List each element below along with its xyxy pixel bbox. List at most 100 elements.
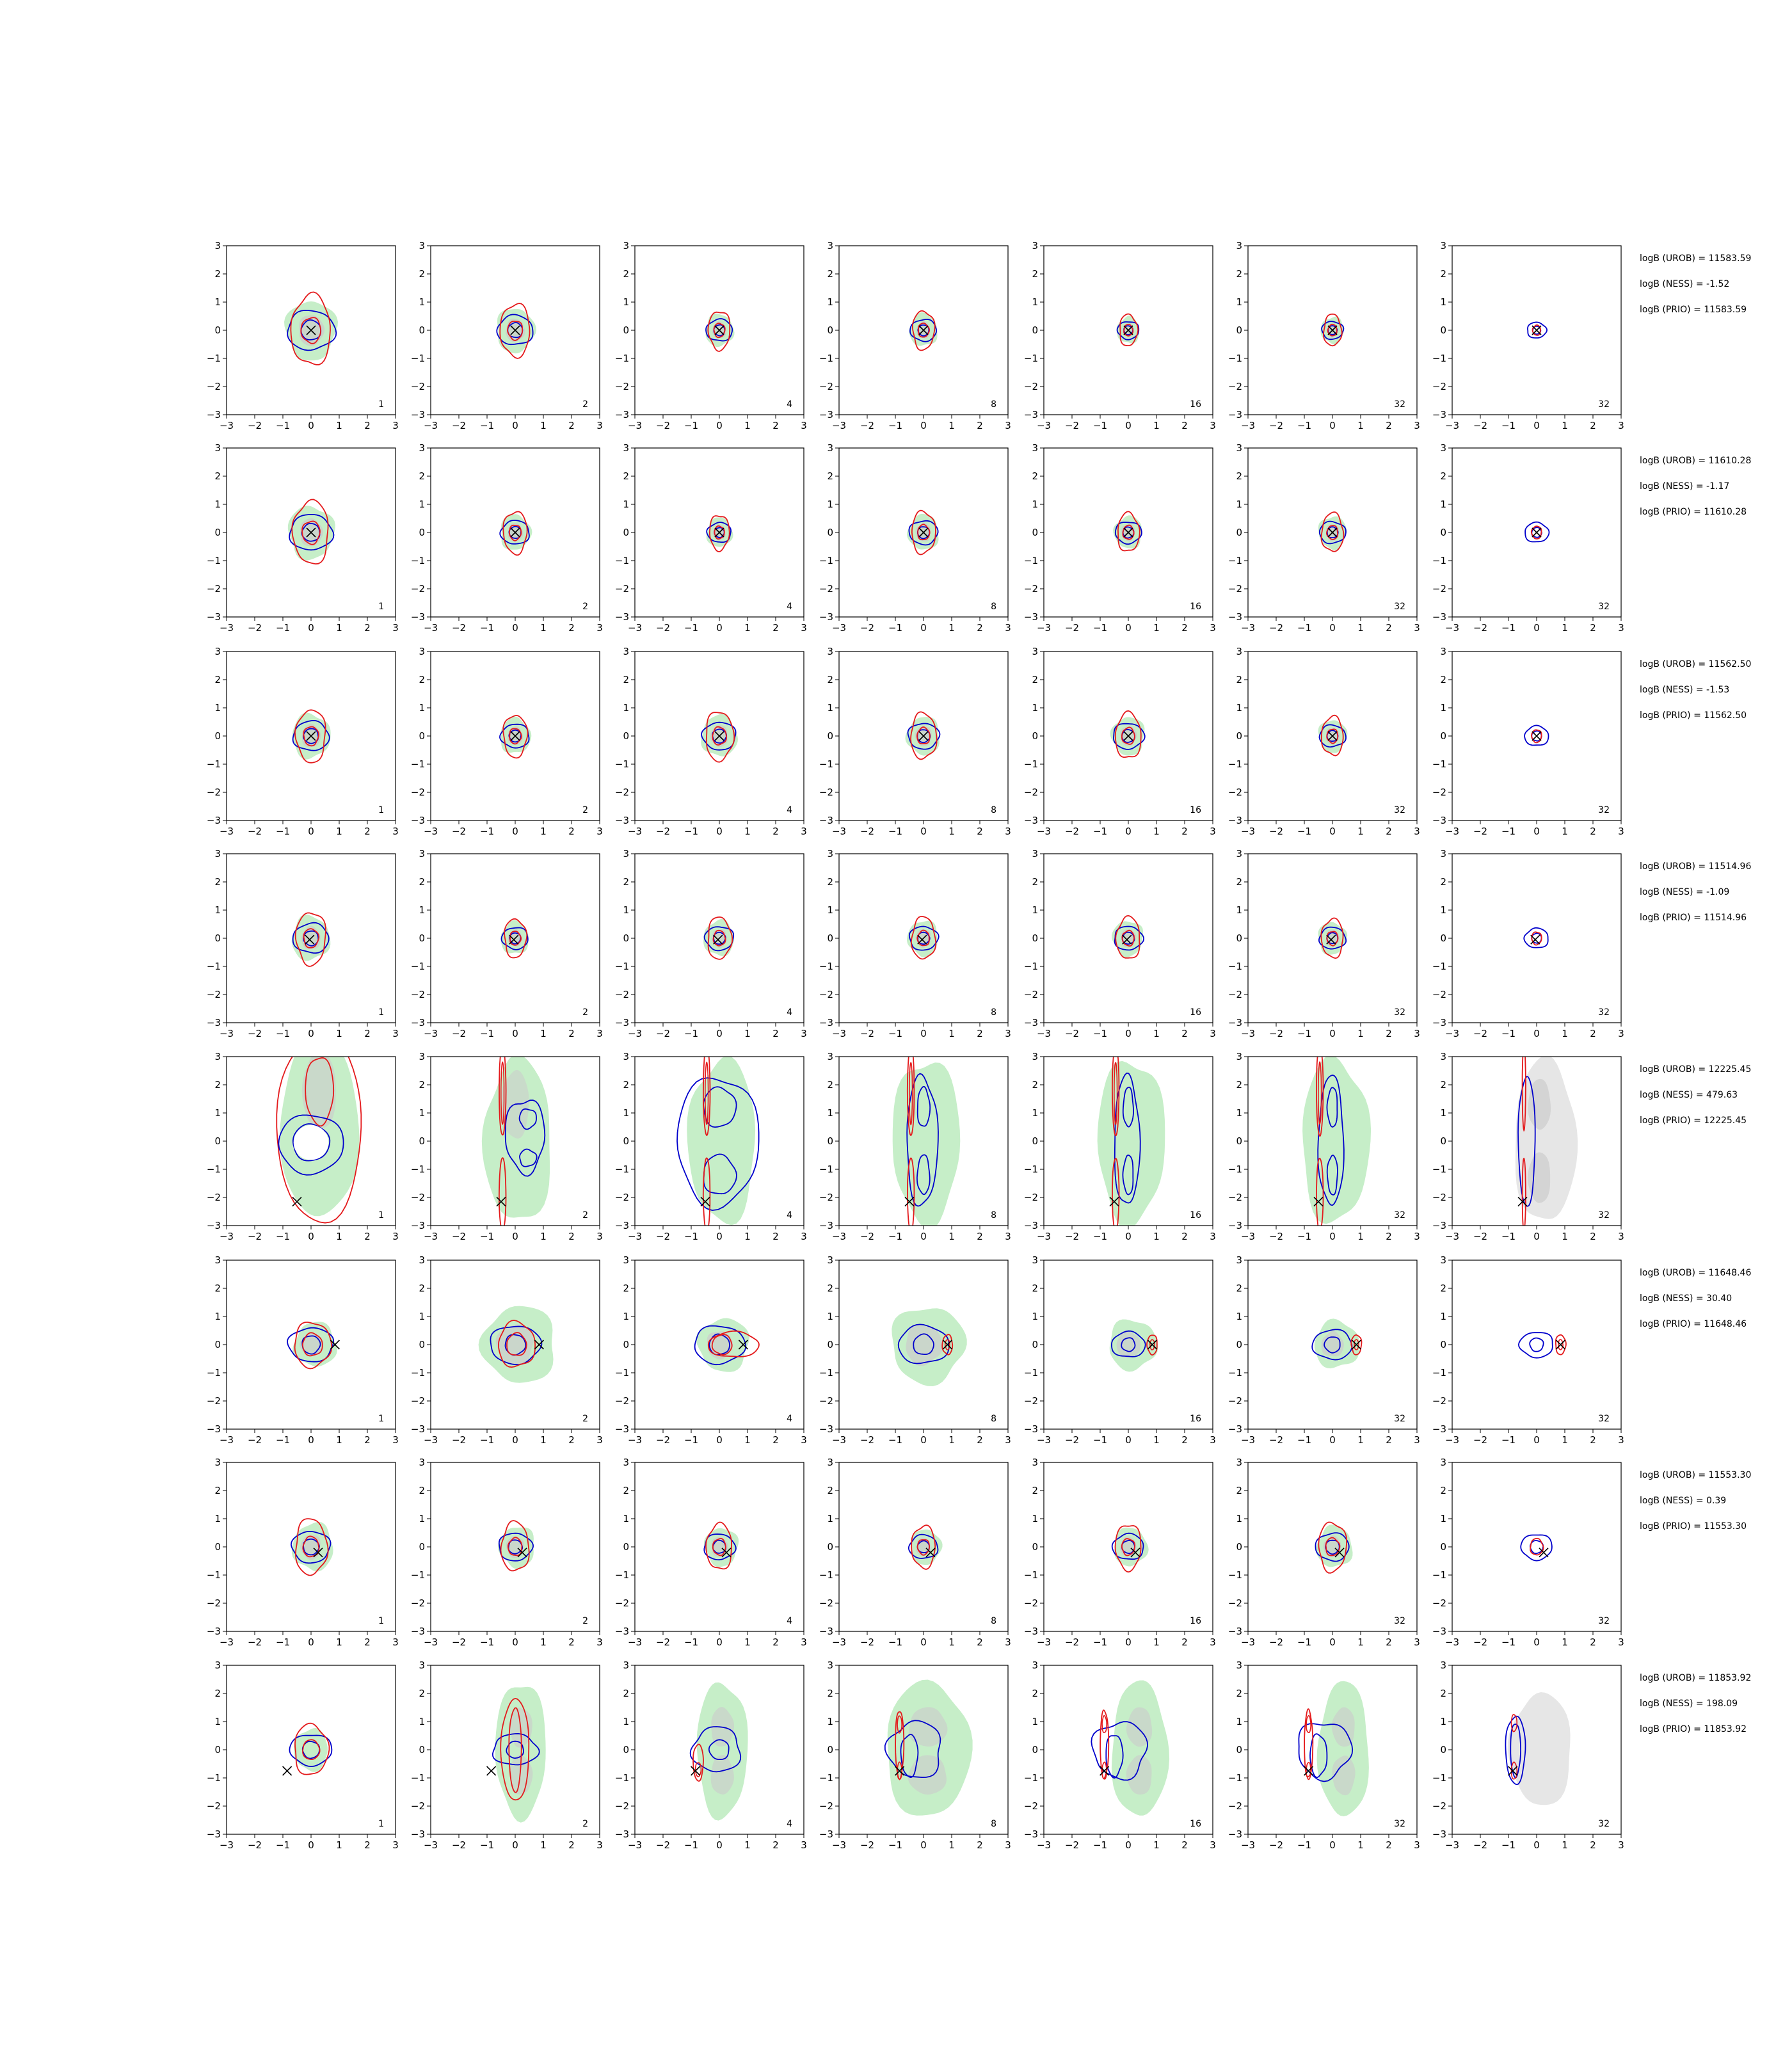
panel-r5-c7: −3−3 −2 −2 −1 −1 0 0 1 1 2 2 3 3 32 bbox=[1432, 1051, 1624, 1242]
y-tick-label: −3 bbox=[819, 1626, 833, 1637]
red-contour-inner bbox=[909, 1062, 913, 1126]
blue-contour-outer bbox=[499, 519, 530, 545]
blue-contour-outer bbox=[290, 1531, 332, 1564]
y-tick-label: −1 bbox=[411, 1367, 425, 1379]
x-tick-label: 3 bbox=[1618, 420, 1624, 431]
blue-contour-inner bbox=[916, 1154, 931, 1196]
panel-contours bbox=[499, 511, 532, 556]
y-tick-label: 2 bbox=[827, 1688, 833, 1699]
y-tick-label: 0 bbox=[1032, 324, 1038, 336]
x-tick-label: 3 bbox=[1210, 1636, 1216, 1648]
x-tick-label: −3 bbox=[832, 420, 846, 431]
blue-contour-inner bbox=[1105, 1735, 1124, 1779]
x-tick-label: 2 bbox=[568, 1636, 575, 1648]
panel-contours bbox=[884, 1679, 973, 1816]
x-tick-label: 3 bbox=[596, 1231, 603, 1242]
red-contour-inner bbox=[1306, 1715, 1312, 1734]
x-tick-label: 1 bbox=[1562, 1839, 1568, 1851]
true-value-marker bbox=[918, 731, 929, 741]
true-value-marker bbox=[1109, 1197, 1119, 1207]
panel-annotation: 32 bbox=[1598, 1616, 1610, 1626]
y-tick-label: −2 bbox=[1024, 1800, 1038, 1812]
blue-contour-inner bbox=[708, 1333, 730, 1356]
x-tick-label: 2 bbox=[1181, 1636, 1188, 1648]
x-tick-label: 0 bbox=[512, 1839, 518, 1851]
y-tick-label: −1 bbox=[1228, 555, 1242, 566]
y-tick-label: 0 bbox=[419, 527, 425, 538]
blue-contour-inner bbox=[506, 1740, 524, 1759]
x-tick-label: 2 bbox=[364, 1231, 371, 1242]
y-tick-label: −3 bbox=[615, 1828, 629, 1840]
x-tick-label: 0 bbox=[1125, 1434, 1132, 1446]
y-tick-label: 1 bbox=[1236, 1107, 1242, 1119]
panel-contours bbox=[892, 1057, 961, 1226]
y-tick-label: 1 bbox=[214, 1716, 221, 1727]
y-tick-label: 2 bbox=[1440, 268, 1446, 280]
y-tick-label: −2 bbox=[615, 1192, 629, 1203]
blue-contour-outer bbox=[1110, 1330, 1146, 1357]
x-tick-label: 0 bbox=[512, 622, 518, 634]
x-tick-label: 3 bbox=[392, 1839, 399, 1851]
panel-contours bbox=[909, 310, 938, 351]
panel-annotation: 16 bbox=[1190, 1414, 1201, 1424]
x-tick-label: −2 bbox=[656, 1028, 670, 1039]
x-tick-label: 2 bbox=[1181, 1434, 1188, 1446]
logb-label: logB (PRIO) = 12225.45 bbox=[1640, 1116, 1747, 1126]
y-tick-label: −2 bbox=[1024, 787, 1038, 798]
y-tick-label: −1 bbox=[1228, 1772, 1242, 1784]
x-tick-label: 3 bbox=[1210, 826, 1216, 837]
blue-contour-outer bbox=[705, 318, 733, 342]
panel-annotation: 2 bbox=[582, 1007, 588, 1018]
panel-contours bbox=[287, 1321, 340, 1370]
y-tick-label: −1 bbox=[1432, 1569, 1446, 1581]
red-contour-outer bbox=[499, 1057, 507, 1136]
panel-annotation: 2 bbox=[582, 805, 588, 815]
x-tick-label: −1 bbox=[276, 1636, 290, 1648]
y-tick-label: −3 bbox=[207, 611, 221, 623]
x-tick-label: 3 bbox=[1414, 1839, 1420, 1851]
y-tick-label: 0 bbox=[1236, 324, 1242, 336]
x-tick-label: −2 bbox=[452, 622, 466, 634]
x-tick-label: −1 bbox=[276, 1839, 290, 1851]
x-tick-label: 2 bbox=[1590, 420, 1596, 431]
true-value-marker bbox=[904, 1197, 915, 1207]
blue-contour-outer bbox=[907, 723, 941, 750]
x-tick-label: −3 bbox=[1037, 1028, 1051, 1039]
y-tick-label: −1 bbox=[1432, 555, 1446, 566]
y-tick-label: 0 bbox=[623, 730, 629, 742]
x-tick-label: −2 bbox=[1065, 622, 1079, 634]
red-contour-outer bbox=[911, 509, 936, 556]
red-contour-inner bbox=[944, 1339, 950, 1351]
x-tick-label: −3 bbox=[1037, 420, 1051, 431]
y-tick-label: 3 bbox=[1440, 442, 1446, 454]
x-tick-label: −1 bbox=[276, 622, 290, 634]
x-tick-label: 3 bbox=[392, 1636, 399, 1648]
y-tick-label: 3 bbox=[419, 646, 425, 657]
y-tick-label: 2 bbox=[419, 268, 425, 280]
x-tick-label: 0 bbox=[1329, 622, 1336, 634]
y-tick-label: 3 bbox=[1236, 1457, 1242, 1468]
x-tick-label: −1 bbox=[684, 1636, 698, 1648]
panel-r5-c2: −3−3 −2 −2 −1 −1 0 0 1 1 2 2 3 3 2 bbox=[411, 1051, 603, 1242]
x-tick-label: 0 bbox=[716, 420, 723, 431]
x-tick-label: 0 bbox=[920, 622, 927, 634]
x-tick-label: −3 bbox=[1445, 1636, 1459, 1648]
y-tick-label: 0 bbox=[1032, 1744, 1038, 1756]
y-tick-label: −1 bbox=[1024, 555, 1038, 566]
x-tick-label: 0 bbox=[1533, 622, 1540, 634]
logb-label: logB (NESS) = 30.40 bbox=[1640, 1293, 1732, 1304]
x-tick-label: −1 bbox=[1501, 1839, 1516, 1851]
y-tick-label: 3 bbox=[1236, 442, 1242, 454]
y-tick-label: −2 bbox=[819, 1800, 833, 1812]
panel-contours bbox=[703, 1521, 739, 1570]
y-tick-label: 1 bbox=[214, 904, 221, 916]
red-contour-outer bbox=[294, 1722, 330, 1775]
panel-contours bbox=[1318, 511, 1347, 552]
panel-contours bbox=[287, 499, 335, 565]
x-tick-label: −2 bbox=[860, 1028, 874, 1039]
y-tick-label: −1 bbox=[1432, 353, 1446, 364]
x-tick-label: 0 bbox=[308, 826, 314, 837]
y-tick-label: −2 bbox=[207, 381, 221, 392]
